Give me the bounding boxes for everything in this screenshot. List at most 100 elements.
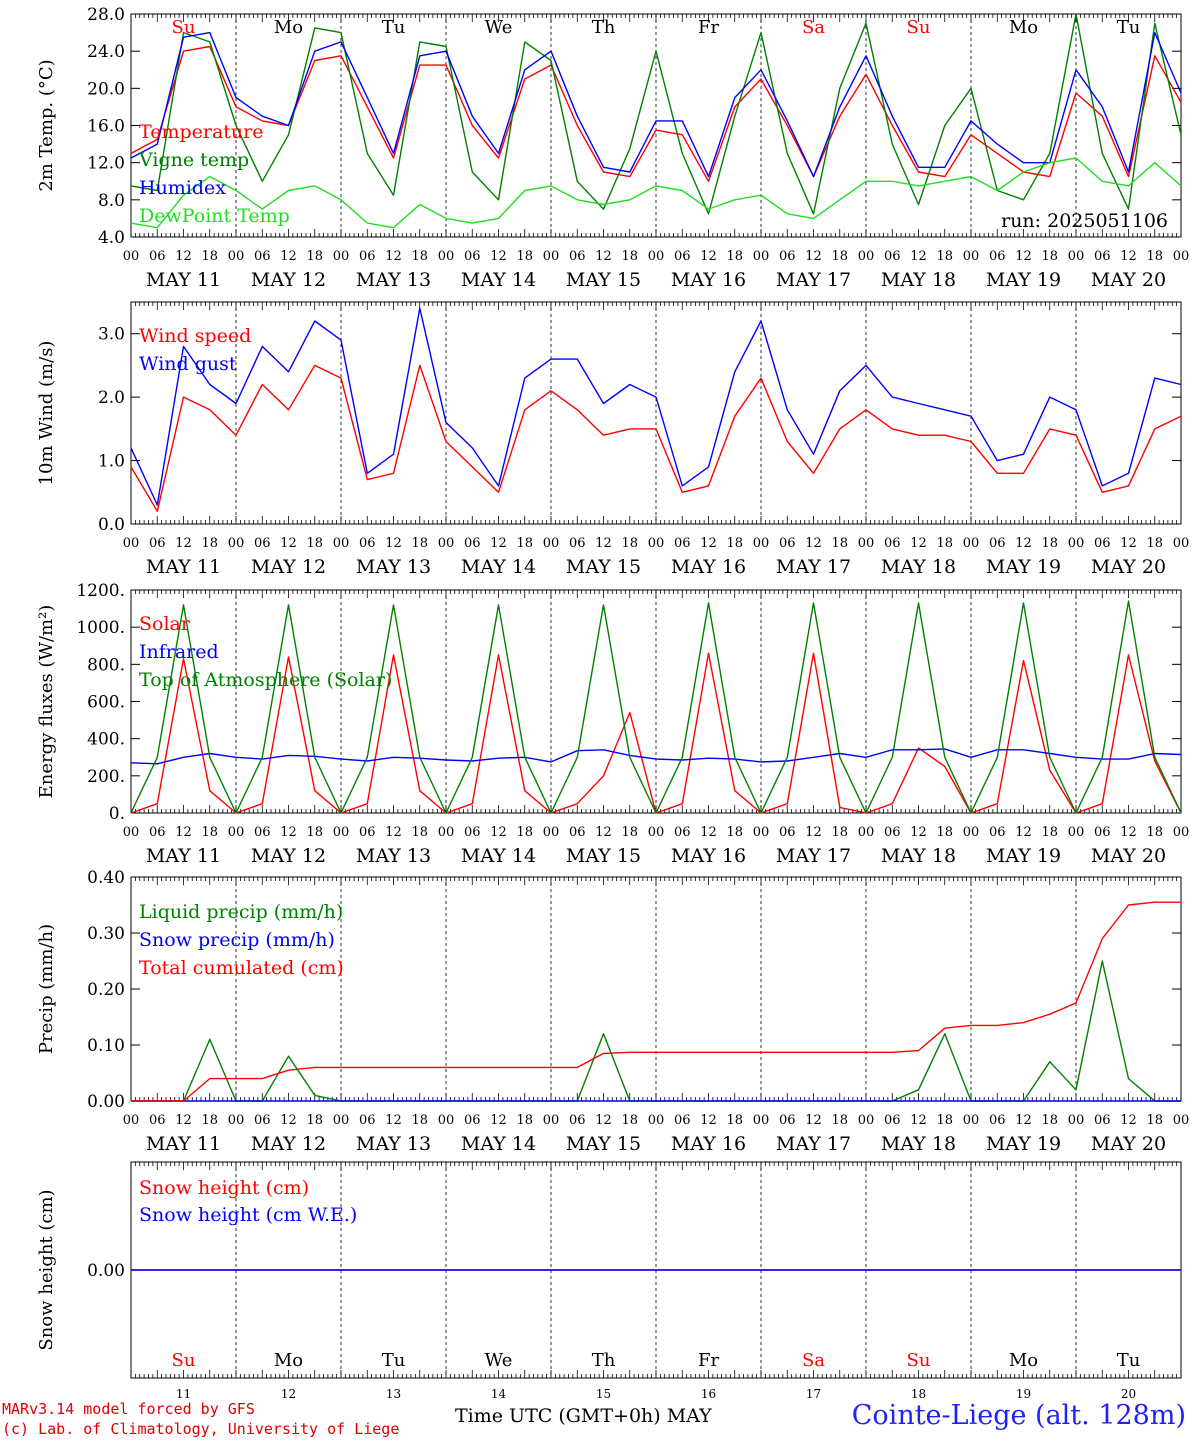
x-hour-label: 06 — [254, 825, 271, 840]
x-hour-label: 18 — [726, 536, 743, 551]
x-hour-label: 06 — [884, 536, 901, 551]
x-hour-label: 00 — [648, 1113, 665, 1128]
x-date-label: MAY 19 — [986, 556, 1061, 578]
x-weekday-label: Sa — [802, 1350, 825, 1371]
x-date-label: MAY 18 — [881, 1133, 956, 1155]
y-tick-label: 16.0 — [87, 117, 125, 137]
x-hour-label: 18 — [621, 1113, 638, 1128]
x-hour-label: 12 — [1015, 1113, 1032, 1128]
x-date-label: MAY 15 — [566, 269, 641, 291]
series-line — [130, 157, 1182, 229]
x-hour-label: 06 — [464, 536, 481, 551]
y-tick-label: 1200. — [76, 581, 125, 601]
x-hour-label: 06 — [569, 1113, 586, 1128]
series-line — [130, 307, 1182, 506]
x-hour-label: 18 — [306, 1113, 323, 1128]
x-hour-label: 00 — [753, 249, 770, 264]
y-tick-label: 24.0 — [87, 42, 125, 62]
x-hour-label: 12 — [1120, 249, 1137, 264]
legend-entry: Solar — [139, 613, 191, 635]
x-hour-label: 12 — [175, 1113, 192, 1128]
x-date-label: MAY 17 — [776, 1133, 851, 1155]
x-hour-label: 12 — [595, 249, 612, 264]
top-weekday-label: Th — [592, 17, 616, 38]
x-weekday-label: Tu — [1117, 1350, 1141, 1371]
x-hour-label: 12 — [1015, 536, 1032, 551]
y-tick-label: 2.0 — [98, 388, 125, 408]
y-axis-label: Snow height (cm) — [36, 1189, 57, 1350]
x-date-label: MAY 16 — [671, 556, 746, 578]
model-credit: MARv3.14 model forced by GFS — [2, 1400, 255, 1418]
x-hour-label: 12 — [595, 1113, 612, 1128]
y-tick-label: 0.00 — [87, 1092, 125, 1112]
x-hour-label: 12 — [1120, 536, 1137, 551]
x-hour-label: 12 — [595, 825, 612, 840]
series-line — [131, 901, 1181, 1102]
x-hour-label: 06 — [359, 825, 376, 840]
x-hour-label: 06 — [884, 249, 901, 264]
x-date-label: MAY 20 — [1091, 1133, 1166, 1155]
x-hour-label: 06 — [1094, 536, 1111, 551]
station-name: Cointe-Liege (alt. 128m) — [851, 1400, 1186, 1431]
x-hour-label: 06 — [989, 249, 1006, 264]
x-hour-label: 18 — [516, 249, 533, 264]
x-date-label: MAY 13 — [356, 556, 431, 578]
x-date-label: MAY 19 — [986, 1133, 1061, 1155]
legend-entry: Temperature — [139, 121, 263, 143]
x-date-label: MAY 15 — [566, 1133, 641, 1155]
legend-entry: Wind gust — [139, 353, 237, 375]
x-hour-label: 12 — [805, 249, 822, 264]
y-axis-label: Energy fluxes (W/m²) — [36, 605, 57, 799]
x-hour-label: 12 — [700, 249, 717, 264]
x-hour-label: 12 — [280, 536, 297, 551]
top-weekday-label: We — [485, 17, 513, 38]
x-day-number: 20 — [1121, 1387, 1136, 1401]
series-line — [130, 13, 1182, 215]
x-hour-label: 12 — [595, 536, 612, 551]
x-date-label: MAY 14 — [461, 269, 536, 291]
series-line — [130, 45, 1182, 183]
y-tick-label: 0.40 — [87, 868, 125, 888]
x-hour-label: 00 — [1068, 825, 1085, 840]
x-hour-label: 18 — [1041, 1113, 1058, 1128]
x-hour-label: 06 — [674, 825, 691, 840]
x-date-label: MAY 19 — [986, 269, 1061, 291]
legend-entry: Liquid precip (mm/h) — [139, 901, 343, 923]
y-tick-label: 200. — [87, 767, 125, 787]
x-hour-label: 12 — [280, 1113, 297, 1128]
x-date-label: MAY 16 — [671, 1133, 746, 1155]
x-hour-label: 18 — [1146, 825, 1163, 840]
panel-frame — [130, 589, 1182, 814]
x-hour-label: 00 — [1068, 249, 1085, 264]
x-hour-label: 00 — [648, 249, 665, 264]
x-hour-label: 00 — [1173, 825, 1190, 840]
series-line — [130, 364, 1182, 512]
x-hour-label: 06 — [149, 536, 166, 551]
y-tick-label: 1.0 — [98, 452, 125, 472]
x-date-label: MAY 20 — [1091, 269, 1166, 291]
x-hour-label: 12 — [490, 1113, 507, 1128]
x-hour-label: 18 — [201, 825, 218, 840]
x-hour-label: 12 — [1120, 825, 1137, 840]
x-hour-label: 00 — [438, 825, 455, 840]
x-day-number: 12 — [281, 1387, 296, 1401]
x-date-label: MAY 16 — [671, 845, 746, 867]
x-hour-label: 06 — [569, 536, 586, 551]
y-tick-label: 1000. — [76, 618, 125, 638]
x-hour-label: 00 — [333, 249, 350, 264]
legend-entry: Snow precip (mm/h) — [139, 929, 335, 951]
x-hour-label: 00 — [753, 825, 770, 840]
x-hour-label: 18 — [1041, 249, 1058, 264]
legend-entry: Vigne temp — [138, 149, 249, 171]
x-hour-label: 06 — [989, 825, 1006, 840]
x-hour-label: 06 — [359, 1113, 376, 1128]
x-hour-label: 18 — [936, 1113, 953, 1128]
x-hour-label: 12 — [385, 1113, 402, 1128]
x-hour-label: 12 — [1120, 1113, 1137, 1128]
x-hour-label: 00 — [1173, 536, 1190, 551]
x-hour-label: 00 — [858, 825, 875, 840]
x-date-label: MAY 11 — [146, 556, 221, 578]
y-tick-label: 0.00 — [87, 1261, 125, 1281]
x-hour-label: 12 — [175, 249, 192, 264]
x-day-number: 14 — [491, 1387, 507, 1401]
